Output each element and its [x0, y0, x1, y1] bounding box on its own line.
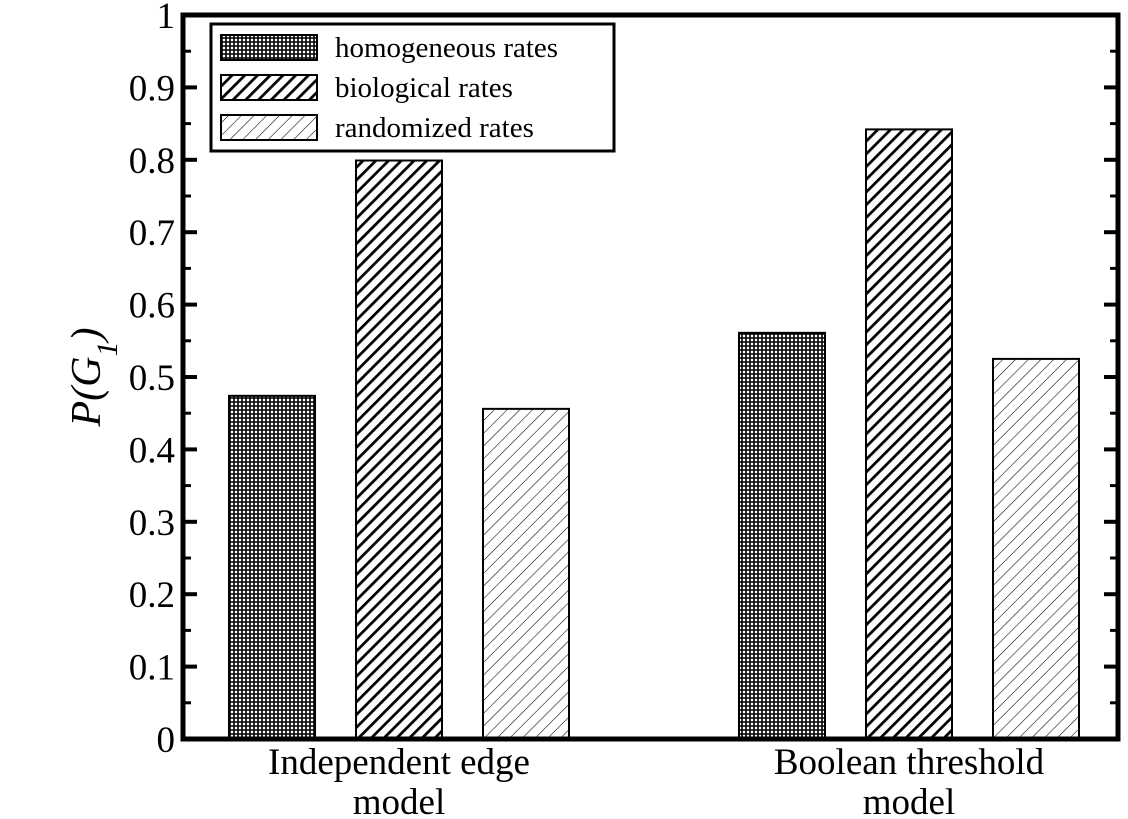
- y-tick-label: 0.8: [129, 141, 175, 182]
- y-tick-label: 0: [157, 720, 176, 761]
- legend-label: randomized rates: [335, 112, 534, 144]
- bar-biological-rates-1: [355, 159, 443, 741]
- y-tick-label: 0.1: [129, 648, 175, 689]
- y-tick-label: 0.9: [129, 68, 175, 109]
- x-category-label: Boolean threshold model: [774, 742, 1045, 819]
- bar-randomized-rates-1: [482, 407, 570, 740]
- x-category-label-line: Boolean threshold: [774, 742, 1045, 783]
- x-category-label-line: Independent edge: [268, 742, 530, 783]
- y-axis-label: P(G1): [64, 328, 124, 428]
- y-axis-label-close: ): [64, 328, 110, 344]
- y-axis-label-main: P(G: [64, 357, 110, 428]
- y-tick-label: 0.6: [129, 286, 175, 327]
- legend: homogeneous rates biological rates randomi…: [209, 22, 616, 153]
- axis-labels: 0 0.1 0.2 0.3 0.4 0.5 0.6 0.7 0.8 0.9 1 Independent…: [129, 0, 1045, 819]
- y-tick-label: 0.7: [129, 213, 175, 254]
- y-tick-label: 0.2: [129, 575, 175, 616]
- y-tick-label: 0.3: [129, 503, 175, 544]
- bar-randomized-rates-2: [992, 357, 1080, 740]
- legend-label: homogeneous rates: [335, 32, 558, 64]
- bar-homogeneous-rates-2: [738, 331, 826, 740]
- legend-swatch-biological-rates: [220, 74, 318, 101]
- y-axis-label-subscript: 1: [91, 342, 124, 357]
- legend-swatch-randomized-rates: [220, 114, 318, 141]
- bar-homogeneous-rates-1: [228, 394, 316, 740]
- y-tick-label: 0.4: [129, 430, 175, 471]
- y-tick-label: 0.5: [129, 358, 175, 399]
- bar-biological-rates-2: [865, 128, 953, 740]
- legend-label: biological rates: [335, 72, 513, 104]
- x-category-label: Independent edge model: [268, 742, 530, 819]
- bars: [228, 128, 1080, 741]
- y-tick-label: 1: [157, 0, 176, 37]
- legend-swatch-homogeneous-rates: [220, 34, 318, 61]
- plot-area-frame: [180, 12, 1121, 742]
- x-category-label-line: model: [863, 782, 955, 819]
- x-category-label-line: model: [353, 782, 445, 819]
